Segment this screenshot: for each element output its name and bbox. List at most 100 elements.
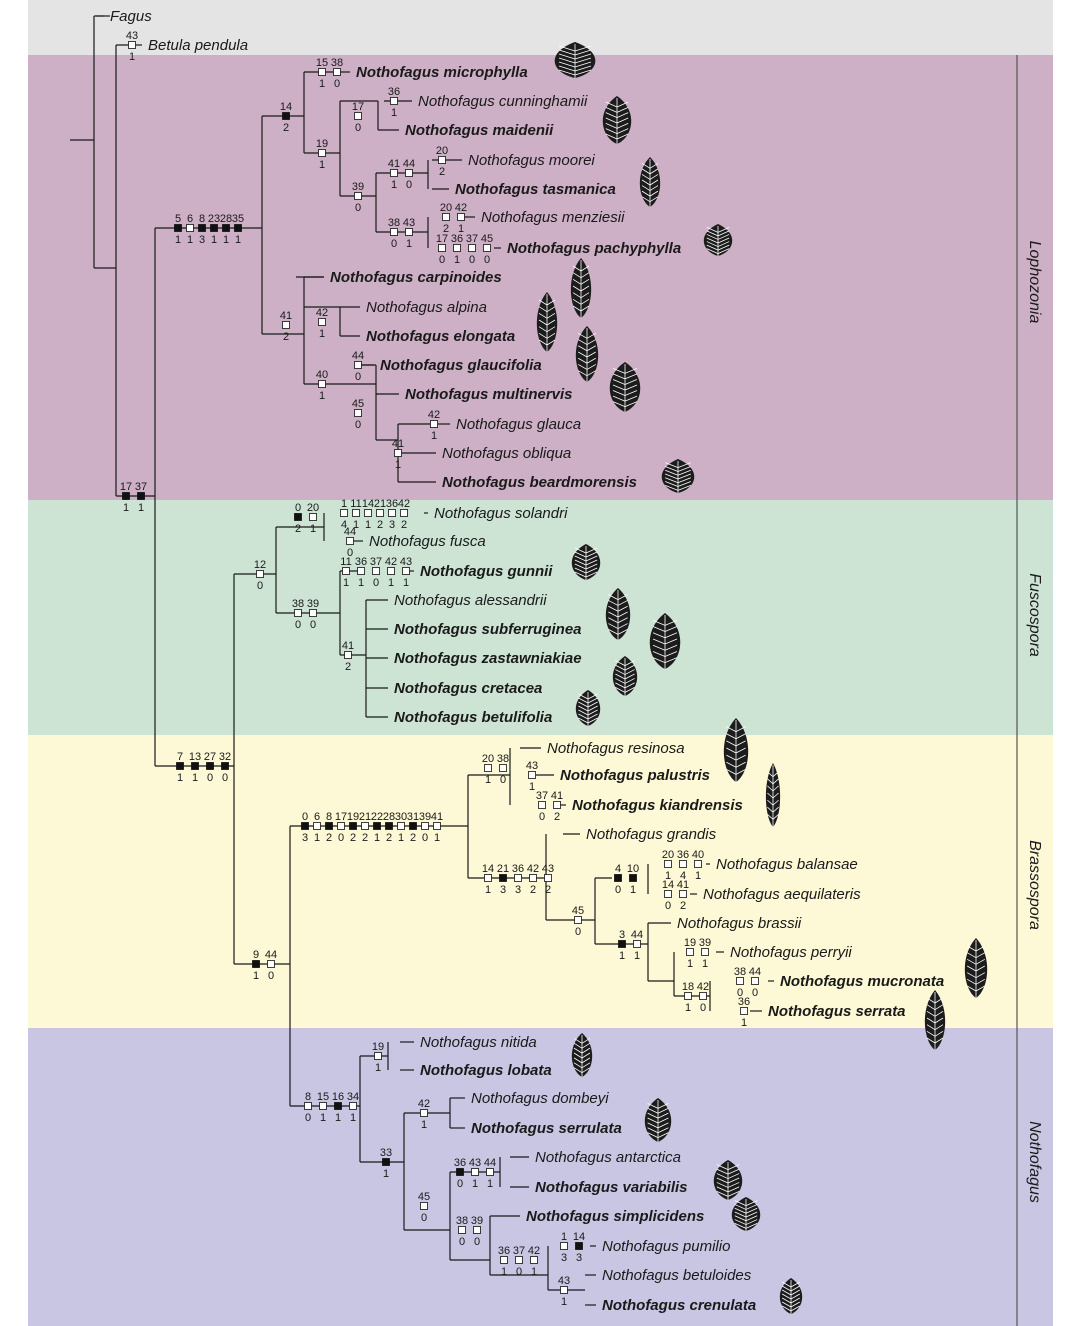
taxon-label: Nothofagus cunninghamii (418, 93, 588, 110)
character-state-box (221, 762, 229, 770)
character-state: 1 (388, 577, 394, 589)
character-state: 0 (347, 547, 353, 559)
character-number: 42 (697, 981, 709, 993)
character-state: 1 (310, 523, 316, 535)
character-number: 20 (662, 849, 674, 861)
character-number: 8 (199, 213, 205, 225)
taxon-label: Nothofagus beardmorensis (442, 474, 637, 491)
character-number: 6 (187, 213, 193, 225)
character-number: 0 (295, 502, 301, 514)
character-state-box (334, 1102, 342, 1110)
character-number: 34 (347, 1091, 359, 1103)
character-number: 36 (498, 1245, 510, 1257)
character-number: 35 (232, 213, 244, 225)
character-number: 37 (513, 1245, 525, 1257)
character-state-box (574, 916, 582, 924)
character-state-box (128, 41, 136, 49)
character-state: 1 (687, 958, 693, 970)
character-state-box (176, 762, 184, 770)
character-number: 37 (536, 790, 548, 802)
character-state-box (206, 762, 214, 770)
character-state-box (318, 149, 326, 157)
lobed-leaf-icon (713, 1160, 743, 1200)
taxon-label: Nothofagus tasmanica (455, 181, 616, 198)
character-number: 23 (208, 213, 220, 225)
character-number: 41 (431, 811, 443, 823)
character-number: 38 (331, 57, 343, 69)
taxon-label: Nothofagus resinosa (547, 740, 685, 757)
ovate-leaf-icon (575, 690, 601, 726)
character-state-box (560, 1242, 568, 1250)
character-state-box (405, 228, 413, 236)
character-state: 1 (335, 1112, 341, 1124)
character-number: 43 (400, 556, 412, 568)
ovate-leaf-icon (571, 1033, 593, 1077)
rounded-leaf-icon (731, 1197, 761, 1231)
character-state: 1 (187, 234, 193, 246)
taxon-label: Nothofagus crenulata (602, 1297, 756, 1314)
character-state-box (400, 509, 408, 517)
character-state: 1 (485, 774, 491, 786)
character-state-box (282, 112, 290, 120)
character-state-box (337, 822, 345, 830)
taxon-label: Nothofagus simplicidens (526, 1208, 704, 1225)
character-state: 3 (515, 884, 521, 896)
taxon-label: Nothofagus pachyphylla (507, 240, 681, 257)
taxon-label: Nothofagus menziesii (481, 209, 625, 226)
character-state: 1 (391, 179, 397, 191)
character-number: 38 (456, 1215, 468, 1227)
brassospora-band (28, 735, 1053, 1028)
character-state: 0 (459, 1236, 465, 1248)
character-state-box (382, 1158, 390, 1166)
character-state: 1 (634, 950, 640, 962)
character-state-box (333, 68, 341, 76)
character-state: 1 (665, 870, 671, 882)
character-number: 41 (551, 790, 563, 802)
narrow-leaf-icon (765, 763, 781, 827)
lanceolate-leaf-icon (924, 990, 946, 1050)
character-state: 1 (192, 772, 198, 784)
lanceolate-leaf-icon (570, 258, 592, 318)
lanceolate-leaf-icon (723, 718, 749, 782)
character-number: 42 (385, 556, 397, 568)
character-state: 2 (545, 884, 551, 896)
character-state-box (325, 822, 333, 830)
character-number: 10 (627, 863, 639, 875)
character-state: 2 (443, 223, 449, 235)
character-state: 1 (487, 1178, 493, 1190)
character-state-box (664, 890, 672, 898)
character-state-box (473, 1226, 481, 1234)
character-state-box (357, 567, 365, 575)
character-state-box (376, 509, 384, 517)
character-state-box (736, 977, 744, 985)
character-state-box (684, 992, 692, 1000)
character-number: 41 (342, 640, 354, 652)
character-number: 41 (677, 879, 689, 891)
character-state: 1 (350, 1112, 356, 1124)
character-state-box (390, 97, 398, 105)
character-state: 1 (741, 1017, 747, 1029)
character-number: 44 (484, 1157, 496, 1169)
character-state-box (186, 224, 194, 232)
character-number: 41 (392, 438, 404, 450)
character-state-box (618, 940, 626, 948)
taxon-label: Nothofagus maidenii (405, 122, 554, 139)
taxon-label: Nothofagus pumilio (602, 1238, 730, 1255)
character-state-box (344, 651, 352, 659)
character-state-box (191, 762, 199, 770)
character-state-box (309, 513, 317, 521)
character-number: 42 (428, 409, 440, 421)
character-state-box (256, 570, 264, 578)
character-state-box (420, 1202, 428, 1210)
fuscospora-band (28, 500, 1053, 735)
character-state: 1 (434, 832, 440, 844)
character-number: 33 (380, 1147, 392, 1159)
character-state-box (515, 1256, 523, 1264)
character-state-box (313, 822, 321, 830)
character-state-box (421, 822, 429, 830)
character-number: 17 (120, 481, 132, 493)
character-state: 1 (314, 832, 320, 844)
serrate-leaf-icon (609, 362, 641, 412)
character-number: 40 (692, 849, 704, 861)
character-state-box (354, 112, 362, 120)
